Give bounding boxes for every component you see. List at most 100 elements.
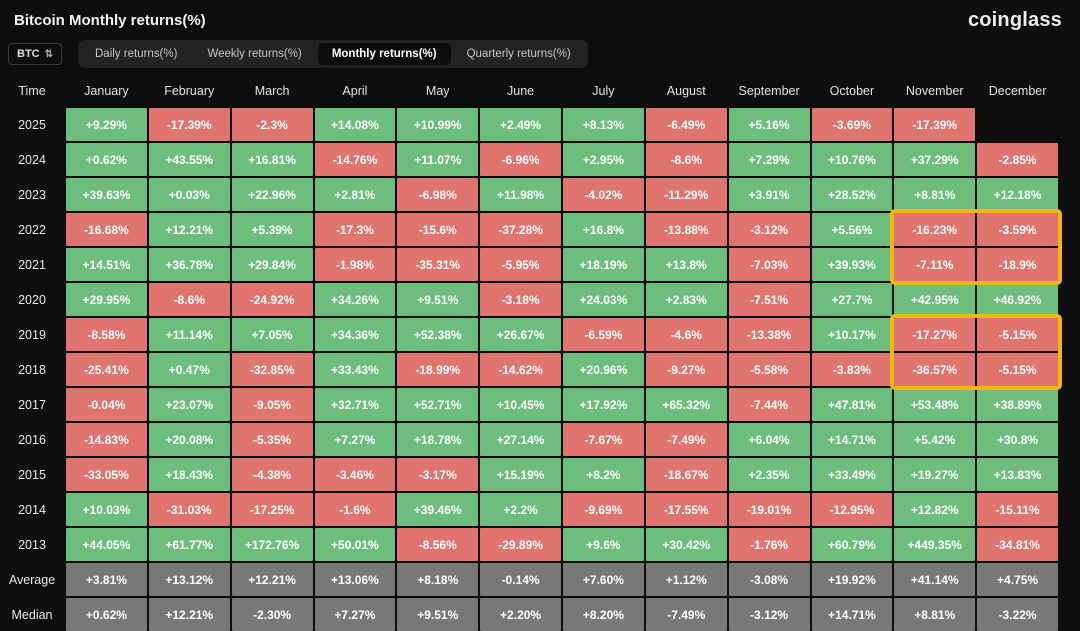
return-cell: +19.92%: [811, 563, 893, 596]
column-header: May: [425, 84, 450, 98]
return-cell: [977, 108, 1058, 141]
coinglass-logo: coinglass: [967, 9, 1062, 31]
return-cell: +14.51%: [66, 248, 147, 281]
return-cell: +38.89%: [977, 388, 1058, 421]
return-cell: +10.03%: [66, 493, 147, 526]
return-cell: +8.81%: [894, 178, 976, 211]
return-cell: +26.67%: [480, 318, 561, 351]
column-header: November: [905, 84, 964, 98]
return-cell: +46.92%: [977, 283, 1058, 316]
tab-daily-returns[interactable]: Daily returns(%): [81, 43, 191, 65]
return-cell: -7.44%: [728, 388, 810, 421]
return-cell: +16.8%: [563, 213, 644, 246]
return-cell: +18.78%: [397, 423, 479, 456]
return-cell: +39.63%: [66, 178, 147, 211]
return-cell: -13.88%: [645, 213, 727, 246]
return-cell: +14.08%: [314, 108, 396, 141]
return-cell: +6.04%: [728, 423, 810, 456]
return-cell: +20.96%: [563, 353, 644, 386]
return-cell: -18.99%: [397, 353, 479, 386]
row-label: 2013: [18, 537, 46, 552]
return-cell: +18.43%: [148, 458, 230, 491]
return-cell: +19.27%: [894, 458, 976, 491]
row-label: Median: [11, 607, 53, 622]
return-cell: +33.49%: [811, 458, 893, 491]
return-cell: +13.12%: [148, 563, 230, 596]
return-cell: +3.91%: [728, 178, 810, 211]
return-cell: -29.89%: [480, 528, 561, 561]
return-cell: -6.49%: [645, 108, 727, 141]
tab-weekly-returns[interactable]: Weekly returns(%): [193, 43, 315, 65]
return-cell: +30.8%: [977, 423, 1058, 456]
return-cell: -8.6%: [148, 283, 230, 316]
return-cell: -31.03%: [148, 493, 230, 526]
column-header: April: [342, 84, 368, 98]
return-cell: +42.95%: [894, 283, 976, 316]
return-cell: +15.19%: [480, 458, 561, 491]
return-cell: +2.20%: [480, 598, 561, 631]
return-cell: +53.48%: [894, 388, 976, 421]
return-cell: +14.71%: [811, 598, 893, 631]
return-cell: +2.83%: [645, 283, 727, 316]
return-cell: -2.85%: [977, 143, 1058, 176]
return-cell: +10.76%: [811, 143, 893, 176]
column-header: September: [738, 84, 800, 98]
column-header: February: [164, 84, 215, 98]
return-cell: -17.55%: [645, 493, 727, 526]
return-cell: +34.26%: [314, 283, 396, 316]
return-cell: +7.05%: [231, 318, 313, 351]
return-cell: +60.79%: [811, 528, 893, 561]
return-cell: -8.56%: [397, 528, 479, 561]
return-cell: +18.19%: [563, 248, 644, 281]
tab-quarterly-returns[interactable]: Quarterly returns(%): [453, 43, 585, 65]
return-cell: -7.49%: [645, 598, 727, 631]
tab-monthly-returns[interactable]: Monthly returns(%): [317, 43, 451, 65]
return-cell: +9.29%: [66, 108, 147, 141]
return-cell: -5.15%: [977, 318, 1058, 351]
return-cell: +8.18%: [397, 563, 479, 596]
return-cell: -3.08%: [728, 563, 810, 596]
return-cell: +8.13%: [563, 108, 644, 141]
return-cell: +10.99%: [397, 108, 479, 141]
return-cell: -18.9%: [977, 248, 1058, 281]
return-cell: +5.39%: [231, 213, 313, 246]
return-cell: +10.45%: [480, 388, 561, 421]
return-cell: -9.69%: [563, 493, 644, 526]
controls-bar: BTC ⇅ Daily returns(%) Weekly returns(%) M…: [0, 36, 1080, 76]
return-cell: +9.6%: [563, 528, 644, 561]
return-cell: +0.47%: [148, 353, 230, 386]
return-cell: -6.59%: [563, 318, 644, 351]
column-header: June: [507, 84, 535, 98]
return-cell: +39.46%: [397, 493, 479, 526]
return-cell: -14.83%: [66, 423, 147, 456]
return-cell: -3.17%: [397, 458, 479, 491]
return-cell: -1.98%: [314, 248, 396, 281]
return-cell: +61.77%: [148, 528, 230, 561]
return-cell: -3.46%: [314, 458, 396, 491]
return-cell: +52.71%: [397, 388, 479, 421]
return-cell: +29.95%: [66, 283, 147, 316]
return-cell: -3.69%: [811, 108, 893, 141]
column-header: January: [84, 84, 129, 98]
return-cell: -3.22%: [977, 598, 1058, 631]
return-cell: -7.03%: [728, 248, 810, 281]
return-cell: +27.14%: [480, 423, 561, 456]
return-cell: -24.92%: [231, 283, 313, 316]
return-cell: +3.81%: [66, 563, 147, 596]
return-cell: +33.43%: [314, 353, 396, 386]
return-cell: +20.08%: [148, 423, 230, 456]
symbol-select[interactable]: BTC ⇅: [8, 43, 62, 65]
return-cell: +9.51%: [397, 598, 479, 631]
return-cell: +7.27%: [314, 423, 396, 456]
column-header: December: [988, 84, 1047, 98]
return-cell: -13.38%: [728, 318, 810, 351]
return-cell: +13.06%: [314, 563, 396, 596]
return-cell: -17.39%: [148, 108, 230, 141]
return-cell: +2.95%: [563, 143, 644, 176]
return-cell: +12.21%: [148, 598, 230, 631]
return-cell: -5.58%: [728, 353, 810, 386]
symbol-label: BTC: [17, 48, 40, 60]
top-bar: Bitcoin Monthly returns(%) coinglass: [0, 0, 1080, 36]
return-cell: +24.03%: [563, 283, 644, 316]
return-cell: +0.03%: [148, 178, 230, 211]
